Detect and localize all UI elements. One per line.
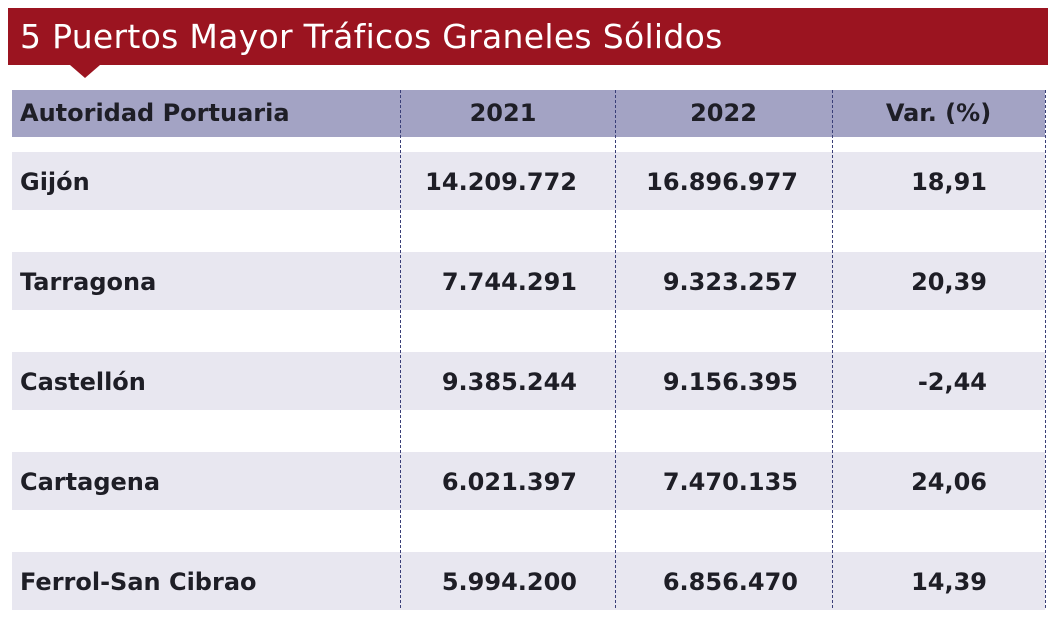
table-row: Ferrol-San Cibrao 5.994.200 6.856.470 14,39	[12, 552, 1045, 610]
value-2021: 9.385.244	[441, 368, 577, 396]
column-divider	[1045, 90, 1046, 608]
value-2022: 9.323.257	[662, 268, 798, 296]
header-2022: 2022	[690, 99, 757, 127]
value-2022: 9.156.395	[662, 368, 798, 396]
header-port: Autoridad Portuaria	[20, 99, 290, 127]
table-row: Castellón 9.385.244 9.156.395 -2,44	[12, 352, 1045, 410]
value-2021: 14.209.772	[425, 168, 577, 196]
value-2021: 7.744.291	[441, 268, 577, 296]
title-pointer	[70, 65, 100, 78]
table-header: Autoridad Portuaria 2021 2022 Var. (%)	[12, 90, 1045, 137]
variation: 24,06	[911, 468, 987, 496]
variation: 18,91	[911, 168, 987, 196]
value-2022: 16.896.977	[646, 168, 798, 196]
header-variation: Var. (%)	[885, 99, 992, 127]
value-2021: 6.021.397	[441, 468, 577, 496]
header-2021: 2021	[469, 99, 537, 127]
column-divider	[615, 90, 616, 608]
value-2022: 6.856.470	[662, 568, 798, 596]
table-row: Cartagena 6.021.397 7.470.135 24,06	[12, 452, 1045, 510]
table-row: Gijón 14.209.772 16.896.977 18,91	[12, 152, 1045, 210]
port-name: Tarragona	[20, 268, 157, 296]
variation: 14,39	[911, 568, 987, 596]
column-divider	[400, 90, 401, 608]
port-name: Cartagena	[20, 468, 161, 496]
table-row: Tarragona 7.744.291 9.323.257 20,39	[12, 252, 1045, 310]
column-divider	[832, 90, 833, 608]
variation: 20,39	[911, 268, 987, 296]
page-title: 5 Puertos Mayor Tráficos Graneles Sólido…	[8, 8, 1048, 65]
value-2021: 5.994.200	[441, 568, 577, 596]
variation: -2,44	[917, 368, 987, 396]
port-name: Ferrol-San Cibrao	[20, 568, 257, 596]
port-name: Gijón	[20, 168, 90, 196]
value-2022: 7.470.135	[662, 468, 798, 496]
port-name: Castellón	[20, 368, 146, 396]
